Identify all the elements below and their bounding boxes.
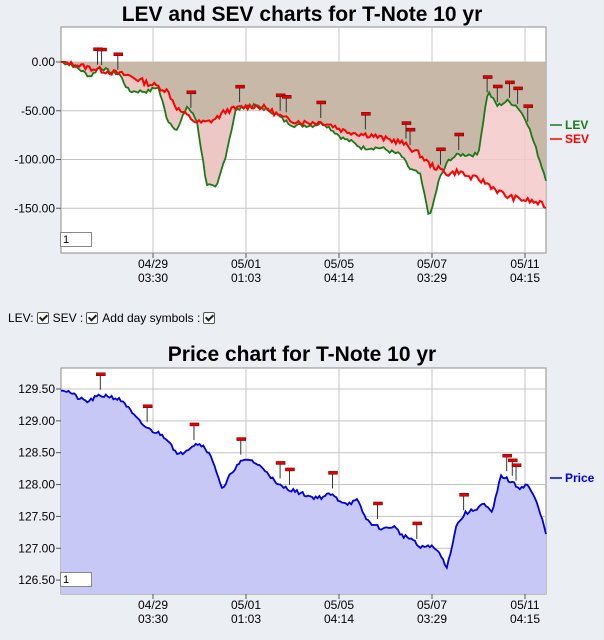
- price-xtick-date: 05/01: [231, 598, 261, 612]
- lev-xtick-date: 04/29: [138, 257, 168, 271]
- price-ytick-label: 126.50: [18, 573, 55, 587]
- lev-xtick-time: 03:29: [417, 271, 447, 285]
- lev-day-symbol: [482, 75, 493, 79]
- price-xtick-date: 05/07: [417, 598, 447, 612]
- lev-sev-between-fill: [61, 62, 546, 214]
- lev-day-symbol: [454, 132, 464, 137]
- price-xtick-time: 01:03: [231, 612, 261, 626]
- lev-day-symbol: [186, 90, 197, 95]
- legend-sev-label: SEV: [565, 132, 589, 146]
- lev-day-symbol: [235, 84, 245, 89]
- lev-ytick-label: 0.00: [32, 55, 56, 69]
- lev-day-symbol: [505, 80, 515, 85]
- price-day-symbol: [275, 461, 286, 465]
- price-xtick-time: 03:29: [417, 612, 447, 626]
- lev-day-symbol: [436, 147, 446, 152]
- lev-xtick-date: 05/05: [324, 257, 354, 271]
- lev-xtick-date: 05/07: [417, 257, 447, 271]
- price-day-symbol: [373, 501, 383, 506]
- price-ytick-label: 128.50: [18, 446, 55, 460]
- chart-controls: LEV: SEV : Add day symbols :: [8, 311, 219, 325]
- lev-series-line: [60, 61, 547, 215]
- lev-day-symbol: [97, 47, 107, 52]
- lev-toggle-label: LEV:: [8, 311, 34, 325]
- price-day-symbol: [96, 372, 106, 377]
- lev-checkbox[interactable]: [36, 312, 49, 324]
- price-day-symbol: [502, 453, 512, 458]
- lev-day-symbol: [513, 86, 523, 91]
- price-day-symbol: [189, 422, 200, 427]
- sev-series-line: [61, 60, 547, 209]
- lev-xtick-time: 03:30: [138, 271, 168, 285]
- lev-xtick-time: 04:15: [510, 271, 540, 285]
- price-xtick-date: 04/29: [138, 598, 168, 612]
- price-xtick-time: 03:30: [138, 612, 168, 626]
- price-chart-title: Price chart for T-Note 10 yr: [167, 343, 437, 366]
- lev-day-symbol: [361, 112, 371, 116]
- price-day-symbol: [412, 521, 423, 526]
- lev-toggle[interactable]: LEV:: [8, 311, 49, 325]
- lev-day-symbol: [113, 52, 124, 56]
- lev-xtick-time: 04:14: [324, 271, 354, 285]
- sev-checkbox[interactable]: [86, 312, 99, 324]
- price-ytick-label: 129.00: [18, 414, 55, 428]
- lev-day-symbol: [282, 95, 292, 99]
- lev-ytick-label: -50.00: [21, 104, 55, 118]
- price-chart-page-input[interactable]: 1: [60, 572, 92, 587]
- price-day-symbol: [508, 458, 518, 463]
- price-area-fill: [61, 390, 546, 594]
- price-day-symbol: [285, 467, 295, 472]
- day-symbols-label: Add day symbols :: [102, 311, 201, 325]
- lev-day-symbol: [316, 100, 326, 105]
- lev-day-symbol: [493, 84, 503, 89]
- lev-day-symbol: [523, 104, 533, 108]
- price-xtick-time: 04:15: [510, 612, 540, 626]
- day-symbols-checkbox[interactable]: [203, 312, 216, 324]
- price-day-symbol: [142, 404, 153, 409]
- price-xtick-time: 04:14: [324, 612, 354, 626]
- price-day-symbol: [236, 437, 247, 441]
- lev-xtick-date: 05/01: [231, 257, 261, 271]
- price-ytick-label: 127.00: [18, 541, 55, 555]
- lev-ytick-label: -150.00: [14, 201, 55, 215]
- price-ytick-label: 127.50: [18, 509, 55, 523]
- lev-ytick-label: -100.00: [14, 153, 55, 167]
- lev-xtick-time: 01:03: [231, 271, 261, 285]
- price-xtick-date: 05/11: [510, 598, 539, 612]
- price-ytick-label: 129.50: [18, 382, 55, 396]
- price-series-line: [60, 389, 547, 571]
- price-xtick-date: 05/05: [324, 598, 354, 612]
- legend-lev-label: LEV: [565, 118, 588, 132]
- price-day-symbol: [328, 471, 338, 475]
- price-day-symbol: [511, 463, 522, 467]
- sev-toggle-label: SEV :: [52, 311, 84, 325]
- lev-day-symbol: [401, 121, 412, 125]
- day-symbols-toggle[interactable]: Add day symbols :: [102, 311, 216, 325]
- sev-toggle[interactable]: SEV :: [53, 311, 99, 325]
- lev-day-symbol: [405, 127, 416, 132]
- legend-price-label: Price: [565, 471, 595, 485]
- price-day-symbol: [459, 493, 469, 497]
- lev-chart-page-input[interactable]: 1: [60, 232, 92, 247]
- price-ytick-label: 128.00: [18, 478, 55, 492]
- lev-chart-title: LEV and SEV charts for T-Note 10 yr: [121, 3, 483, 26]
- lev-xtick-date: 05/11: [510, 257, 539, 271]
